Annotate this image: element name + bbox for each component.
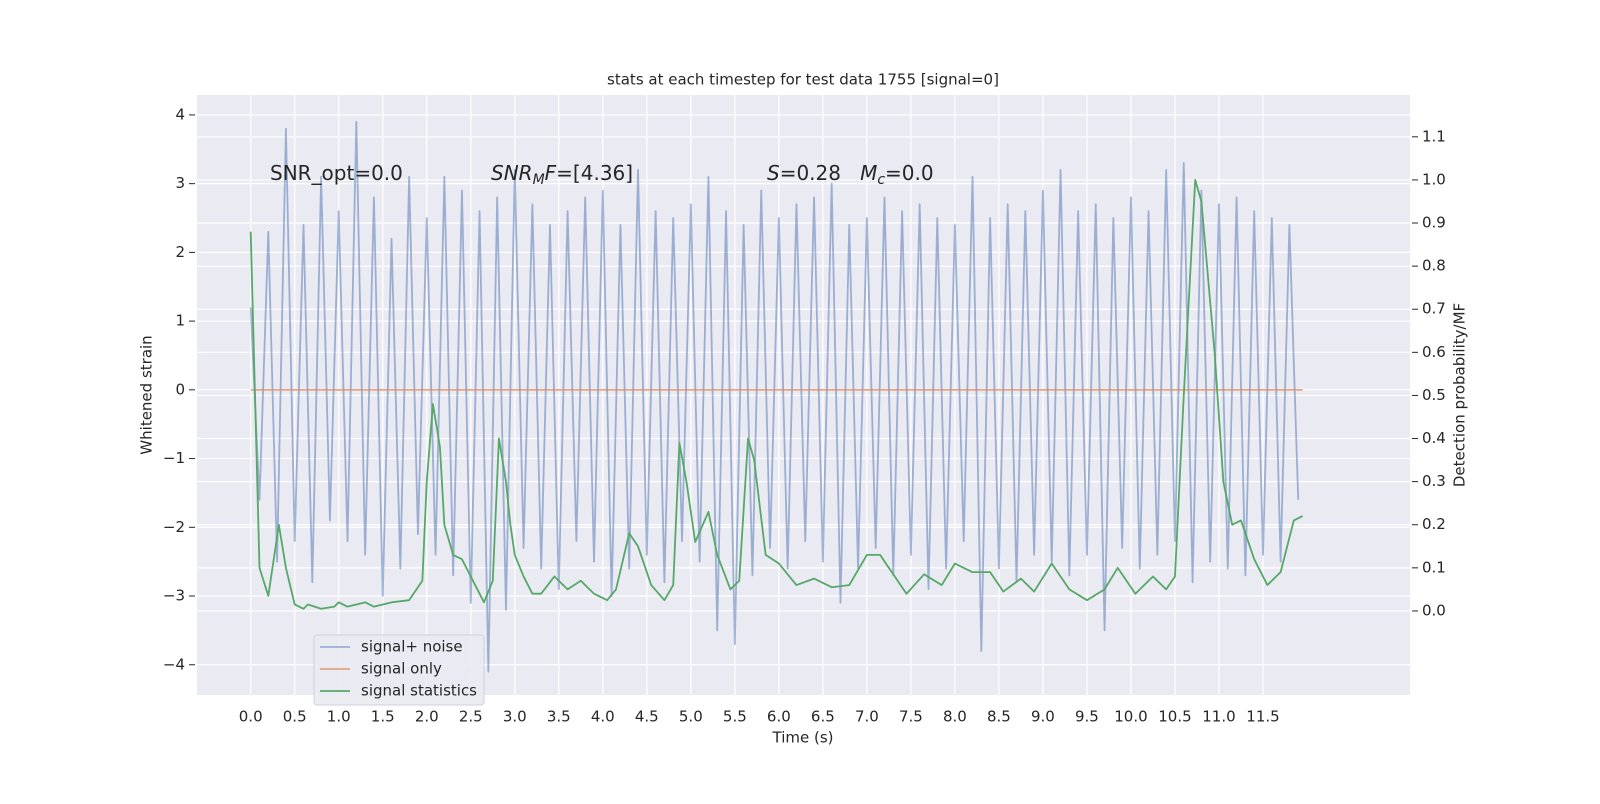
x-tick-label: 11.5 [1246, 708, 1279, 726]
y2-tick-label: 0.2 [1422, 515, 1446, 533]
annotation-part: M [860, 161, 877, 185]
y2-tick-label: 0.7 [1422, 300, 1446, 318]
y2-tick-label: 0.8 [1422, 257, 1446, 275]
x-tick-label: 8.0 [943, 708, 967, 726]
annotation-part: =[4.36] [556, 161, 633, 185]
legend-label: signal statistics [361, 682, 477, 700]
series-line [249, 179, 1304, 610]
x-tick-label: 7.0 [855, 708, 879, 726]
y2-tick-label: 0.0 [1422, 601, 1446, 619]
annotation-part: SNR [491, 161, 533, 185]
x-tick-label: 11.0 [1202, 708, 1235, 726]
x-tick-label: 2.5 [459, 708, 483, 726]
annotation: S=0.28 Mc=0.0 [767, 161, 934, 189]
annotation-part: c [877, 172, 885, 188]
y-tick-label: 4 [175, 105, 185, 123]
x-tick-label: 3.5 [547, 708, 571, 726]
x-tick-label: 9.5 [1075, 708, 1099, 726]
x-axis-label: Time (s) [772, 729, 834, 747]
legend-label: signal only [361, 660, 442, 678]
annotation-part: M [533, 172, 545, 188]
annotation-part: =0.0 [885, 161, 934, 185]
x-tick-label: 10.0 [1114, 708, 1147, 726]
annotation-part: =0.28 [780, 161, 860, 185]
annotation: SNR_opt=0.0 [270, 161, 403, 185]
annotation-part: F [545, 161, 557, 185]
x-tick-label: 6.0 [767, 708, 791, 726]
y2-tick-label: 0.1 [1422, 558, 1446, 576]
y2-tick-label: 0.9 [1422, 214, 1446, 232]
x-tick-label: 8.5 [987, 708, 1011, 726]
x-tick-label: 4.5 [635, 708, 659, 726]
x-tick-label: 0.0 [239, 708, 263, 726]
legend-label: signal+ noise [361, 638, 463, 656]
y2-tick-label: 0.6 [1422, 343, 1446, 361]
y2-axis-label: Detection probability/MF [1451, 303, 1469, 487]
x-tick-label: 0.5 [283, 708, 307, 726]
x-tick-label: 5.0 [679, 708, 703, 726]
legend: signal+ noise signal only signal statistic… [313, 634, 485, 706]
x-tick-label: 9.0 [1031, 708, 1055, 726]
y-tick-label: −2 [163, 518, 185, 536]
annotation: SNRMF=[4.36] [491, 161, 633, 189]
y2-tick-label: 0.3 [1422, 472, 1446, 490]
chart-title: stats at each timestep for test data 175… [607, 71, 999, 89]
x-tick-label: 10.5 [1158, 708, 1191, 726]
x-tick-label: 6.5 [811, 708, 835, 726]
y-tick-label: 3 [175, 174, 185, 192]
x-tick-label: 1.5 [371, 708, 395, 726]
y-tick-label: 0 [175, 380, 185, 398]
legend-box [313, 634, 485, 706]
x-tick-label: 3.0 [503, 708, 527, 726]
annotation-part: SNR_opt=0.0 [270, 161, 403, 185]
y-tick-label: −3 [163, 587, 185, 605]
y2-tick-label: 0.5 [1422, 386, 1446, 404]
x-tick-label: 2.0 [415, 708, 439, 726]
y-tick-label: 2 [175, 243, 185, 261]
annotation-part: S [767, 161, 780, 185]
series-line [249, 120, 1300, 673]
y-tick-label: −1 [163, 449, 185, 467]
x-tick-label: 5.5 [723, 708, 747, 726]
x-tick-label: 7.5 [899, 708, 923, 726]
y-tick-label: −4 [163, 655, 185, 673]
y-axis-label: Whitened strain [138, 335, 156, 454]
y-tick-label: 1 [175, 312, 185, 330]
y2-tick-label: 1.1 [1422, 127, 1446, 145]
x-tick-label: 4.0 [591, 708, 615, 726]
y2-tick-label: 1.0 [1422, 170, 1446, 188]
y2-tick-label: 0.4 [1422, 429, 1446, 447]
x-tick-label: 1.0 [327, 708, 351, 726]
